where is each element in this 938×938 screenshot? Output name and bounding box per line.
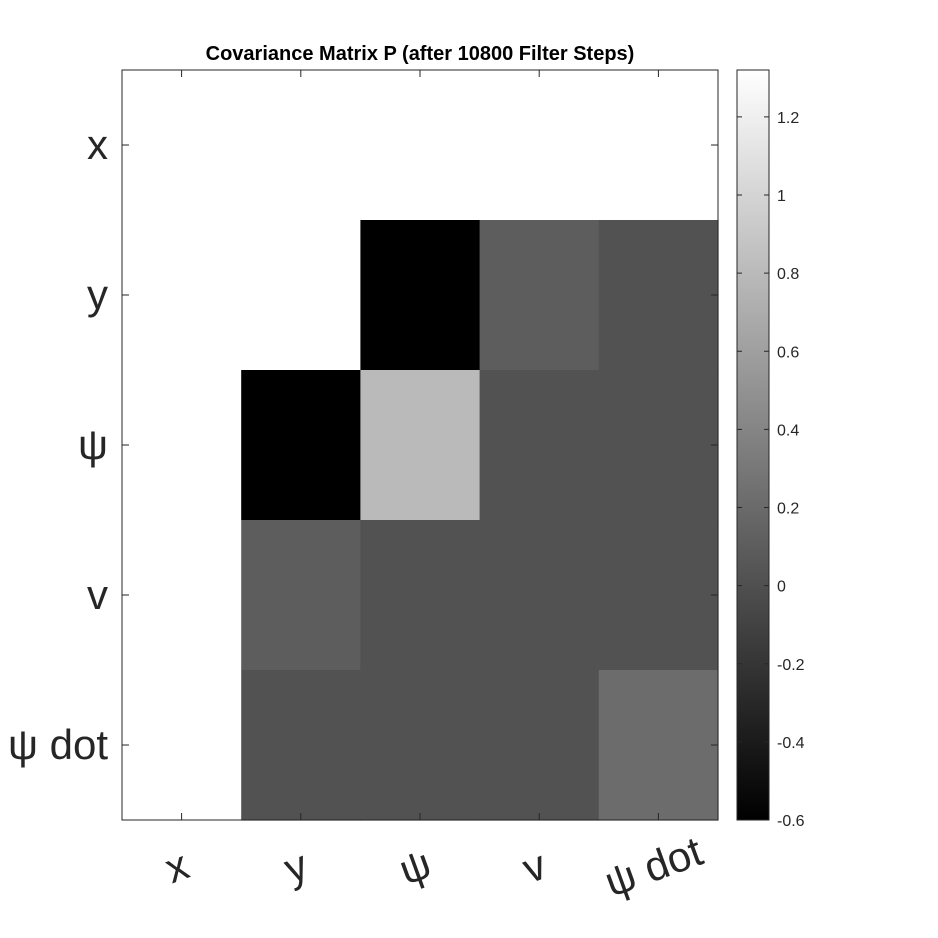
colorbar-tick-label: 1.2	[777, 110, 799, 127]
colorbar-frame	[736, 69, 770, 821]
row-label: x	[87, 121, 108, 168]
heatmap-cell	[122, 370, 242, 521]
colorbar-tick-label: 0.8	[777, 266, 799, 283]
heatmap-cell	[598, 520, 719, 671]
heatmap-cell	[241, 370, 361, 521]
heatmap-cell	[241, 520, 361, 671]
heatmap-cell	[598, 220, 719, 371]
heatmap-cells	[122, 70, 719, 821]
heatmap-cell	[360, 520, 481, 671]
row-label: y	[87, 271, 108, 318]
colorbar-tick-label: 0.6	[777, 344, 799, 361]
colorbar-tick-label: 0	[777, 579, 786, 596]
colorbar: -0.6 -0.4 -0.2 0 0.2 0.4 0.6 0.8 1 1.2	[736, 69, 805, 830]
heatmap-cell	[479, 220, 600, 371]
heatmap-cell	[598, 670, 719, 821]
heatmap-cell	[241, 220, 361, 371]
colorbar-tick-label: -0.2	[777, 657, 805, 674]
heatmap-cell	[360, 70, 481, 221]
colorbar-tick-label: -0.4	[777, 735, 805, 752]
colorbar-tick-label: 1	[777, 188, 786, 205]
heatmap-cell	[122, 220, 242, 371]
row-label: ψ dot	[8, 721, 108, 768]
heatmap-cell	[360, 370, 481, 521]
colorbar-tick-label: -0.6	[777, 813, 805, 830]
heatmap-cell	[360, 670, 481, 821]
heatmap-cell	[479, 670, 600, 821]
heatmap-axes-frame	[121, 69, 719, 821]
colorbar-tick-label: 0.2	[777, 501, 799, 518]
row-labels: x y ψ v ψ dot	[8, 121, 108, 768]
heatmap-cell	[122, 670, 242, 821]
heatmap-cell	[360, 220, 481, 371]
heatmap-cell	[479, 520, 600, 671]
row-label: v	[87, 571, 108, 618]
row-label: ψ	[78, 421, 108, 468]
heatmap-cell	[598, 70, 719, 221]
heatmap-cell	[598, 370, 719, 521]
colorbar-tick-label: 0.4	[777, 422, 799, 439]
heatmap-cell	[122, 70, 242, 221]
heatmap-cell	[479, 370, 600, 521]
heatmap-cell	[241, 70, 361, 221]
chart-title: Covariance Matrix P (after 10800 Filter …	[206, 43, 635, 65]
heatmap-cell	[241, 670, 361, 821]
heatmap-cell	[122, 520, 242, 671]
colorbar-gradient	[737, 70, 769, 820]
heatmap-cell	[479, 70, 600, 221]
